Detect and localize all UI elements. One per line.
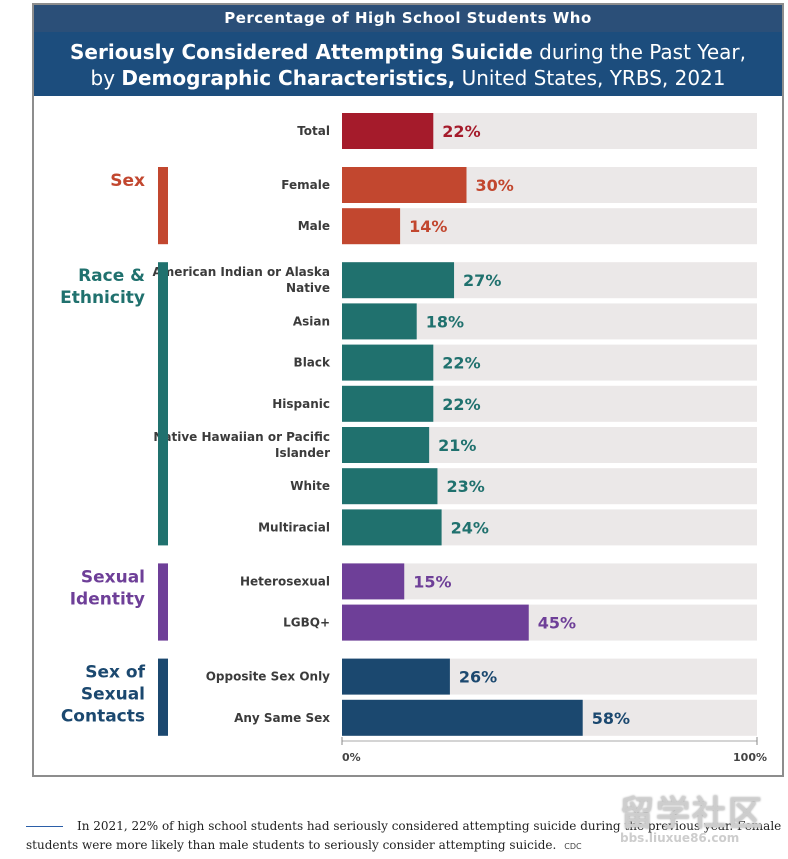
category-label-line: White <box>290 479 330 493</box>
chart-subtitle-bold: Demographic Characteristics, <box>121 66 456 90</box>
category-label: Native Hawaiian or Pacific Islander <box>153 430 330 460</box>
category-label-line: Black <box>294 356 331 370</box>
data-label: 27% <box>463 271 501 290</box>
bar <box>342 658 450 695</box>
group-label-line: Sex <box>110 171 145 191</box>
category-label-line: Hispanic <box>272 397 330 411</box>
category-label: Male <box>298 219 330 233</box>
category-label-line: Any Same Sex <box>234 711 330 725</box>
figure-caption: In 2021, 22% of high school students had… <box>26 817 782 856</box>
category-label: Multiracial <box>258 520 330 534</box>
chart-title-bold: Seriously Considered Attempting Suicide <box>70 40 533 64</box>
group-label-line: Identity <box>70 589 145 609</box>
category-label-line: Heterosexual <box>240 574 330 588</box>
chart-subtitle-pre: by <box>90 66 116 90</box>
category-label-line: Native <box>286 281 330 295</box>
category-label: American Indian or Alaska Native <box>153 265 330 295</box>
category-label-line: Opposite Sex Only <box>206 670 330 684</box>
chart-title-line-2: by Demographic Characteristics, United S… <box>34 65 782 91</box>
group-bracket <box>158 167 168 245</box>
caption-source: CDC <box>564 842 582 851</box>
data-label: 30% <box>476 176 514 195</box>
bar <box>342 167 467 203</box>
data-label: 15% <box>413 572 451 591</box>
bar <box>342 385 434 422</box>
group-bracket <box>158 262 168 546</box>
bar <box>342 344 434 381</box>
group-label-line: Race & <box>78 266 145 286</box>
data-label: 24% <box>451 518 489 537</box>
bar <box>342 427 430 463</box>
category-label-line: Multiracial <box>258 520 330 534</box>
category-label: White <box>290 479 330 493</box>
group-bracket <box>158 658 168 736</box>
category-label-line: Native Hawaiian or Pacific <box>153 430 330 444</box>
group-label-line: Sexual <box>81 685 145 705</box>
group-label: Sex of Sexual Contacts <box>61 663 146 727</box>
data-label: 22% <box>442 395 480 414</box>
bar <box>342 699 583 736</box>
category-label: Asian <box>293 314 330 328</box>
bar-track <box>342 208 757 245</box>
bar <box>342 509 442 546</box>
watermark-line-2: bbs.liuxue86.com <box>620 831 740 845</box>
group-label: Sexual Identity <box>70 567 145 609</box>
data-label: 22% <box>442 354 480 373</box>
category-label: Hispanic <box>272 397 330 411</box>
caption-rule <box>26 826 63 827</box>
chart-title-rest: during the Past Year, <box>539 40 746 64</box>
data-label: 58% <box>592 709 630 728</box>
category-label: Female <box>281 178 330 192</box>
chart-supertitle: Percentage of High School Students Who <box>34 5 782 32</box>
group-label-line: Sex of <box>85 663 145 683</box>
category-label-line: Islander <box>275 446 330 460</box>
category-label: Black <box>294 356 331 370</box>
bar-track <box>342 563 757 600</box>
group-label-line: Ethnicity <box>60 288 145 308</box>
data-label: 21% <box>438 436 476 455</box>
bar <box>342 262 455 299</box>
group-label: Sex <box>110 171 145 191</box>
watermark-line-1: 留学社区 <box>620 794 764 834</box>
category-label-line: Asian <box>293 314 330 328</box>
chart-title-band: Seriously Considered Attempting Suicide … <box>34 32 782 96</box>
data-label: 14% <box>409 217 447 236</box>
x-tick-label: 100% <box>733 751 767 764</box>
data-label: 26% <box>459 668 497 687</box>
category-label-line: American Indian or Alaska <box>153 265 330 279</box>
category-label: Heterosexual <box>240 574 330 588</box>
bar-chart: Total 22% Female 30% Male 14% Sex American Indi… <box>60 113 767 764</box>
chart-title-line-1: Seriously Considered Attempting Suicide … <box>34 39 782 65</box>
caption-text: In 2021, 22% of high school students had… <box>26 819 782 852</box>
category-label: Total <box>297 124 330 138</box>
category-label-line: Female <box>281 178 330 192</box>
data-label: 18% <box>426 312 464 331</box>
x-tick-label: 0% <box>342 751 361 764</box>
category-label-line: Male <box>298 219 330 233</box>
category-label: Any Same Sex <box>234 711 330 725</box>
bar <box>342 113 434 149</box>
bar <box>342 604 529 641</box>
bar <box>342 563 405 600</box>
group-label-line: Sexual <box>81 567 145 587</box>
data-label: 22% <box>442 122 480 141</box>
group-bracket <box>158 563 168 641</box>
category-label-line: LGBQ+ <box>283 616 330 630</box>
bar <box>342 208 401 245</box>
category-label: Opposite Sex Only <box>206 670 330 684</box>
group-label: Race & Ethnicity <box>60 266 145 308</box>
category-label-line: Total <box>297 124 330 138</box>
category-label: LGBQ+ <box>283 616 330 630</box>
chart-subtitle-rest: United States, YRBS, 2021 <box>461 66 726 90</box>
data-label: 45% <box>538 614 576 633</box>
data-label: 23% <box>446 477 484 496</box>
group-label-line: Contacts <box>61 707 145 727</box>
bar <box>342 468 438 505</box>
bar <box>342 303 417 340</box>
watermark-logo: 留学社区 bbs.liuxue86.com <box>620 786 780 848</box>
